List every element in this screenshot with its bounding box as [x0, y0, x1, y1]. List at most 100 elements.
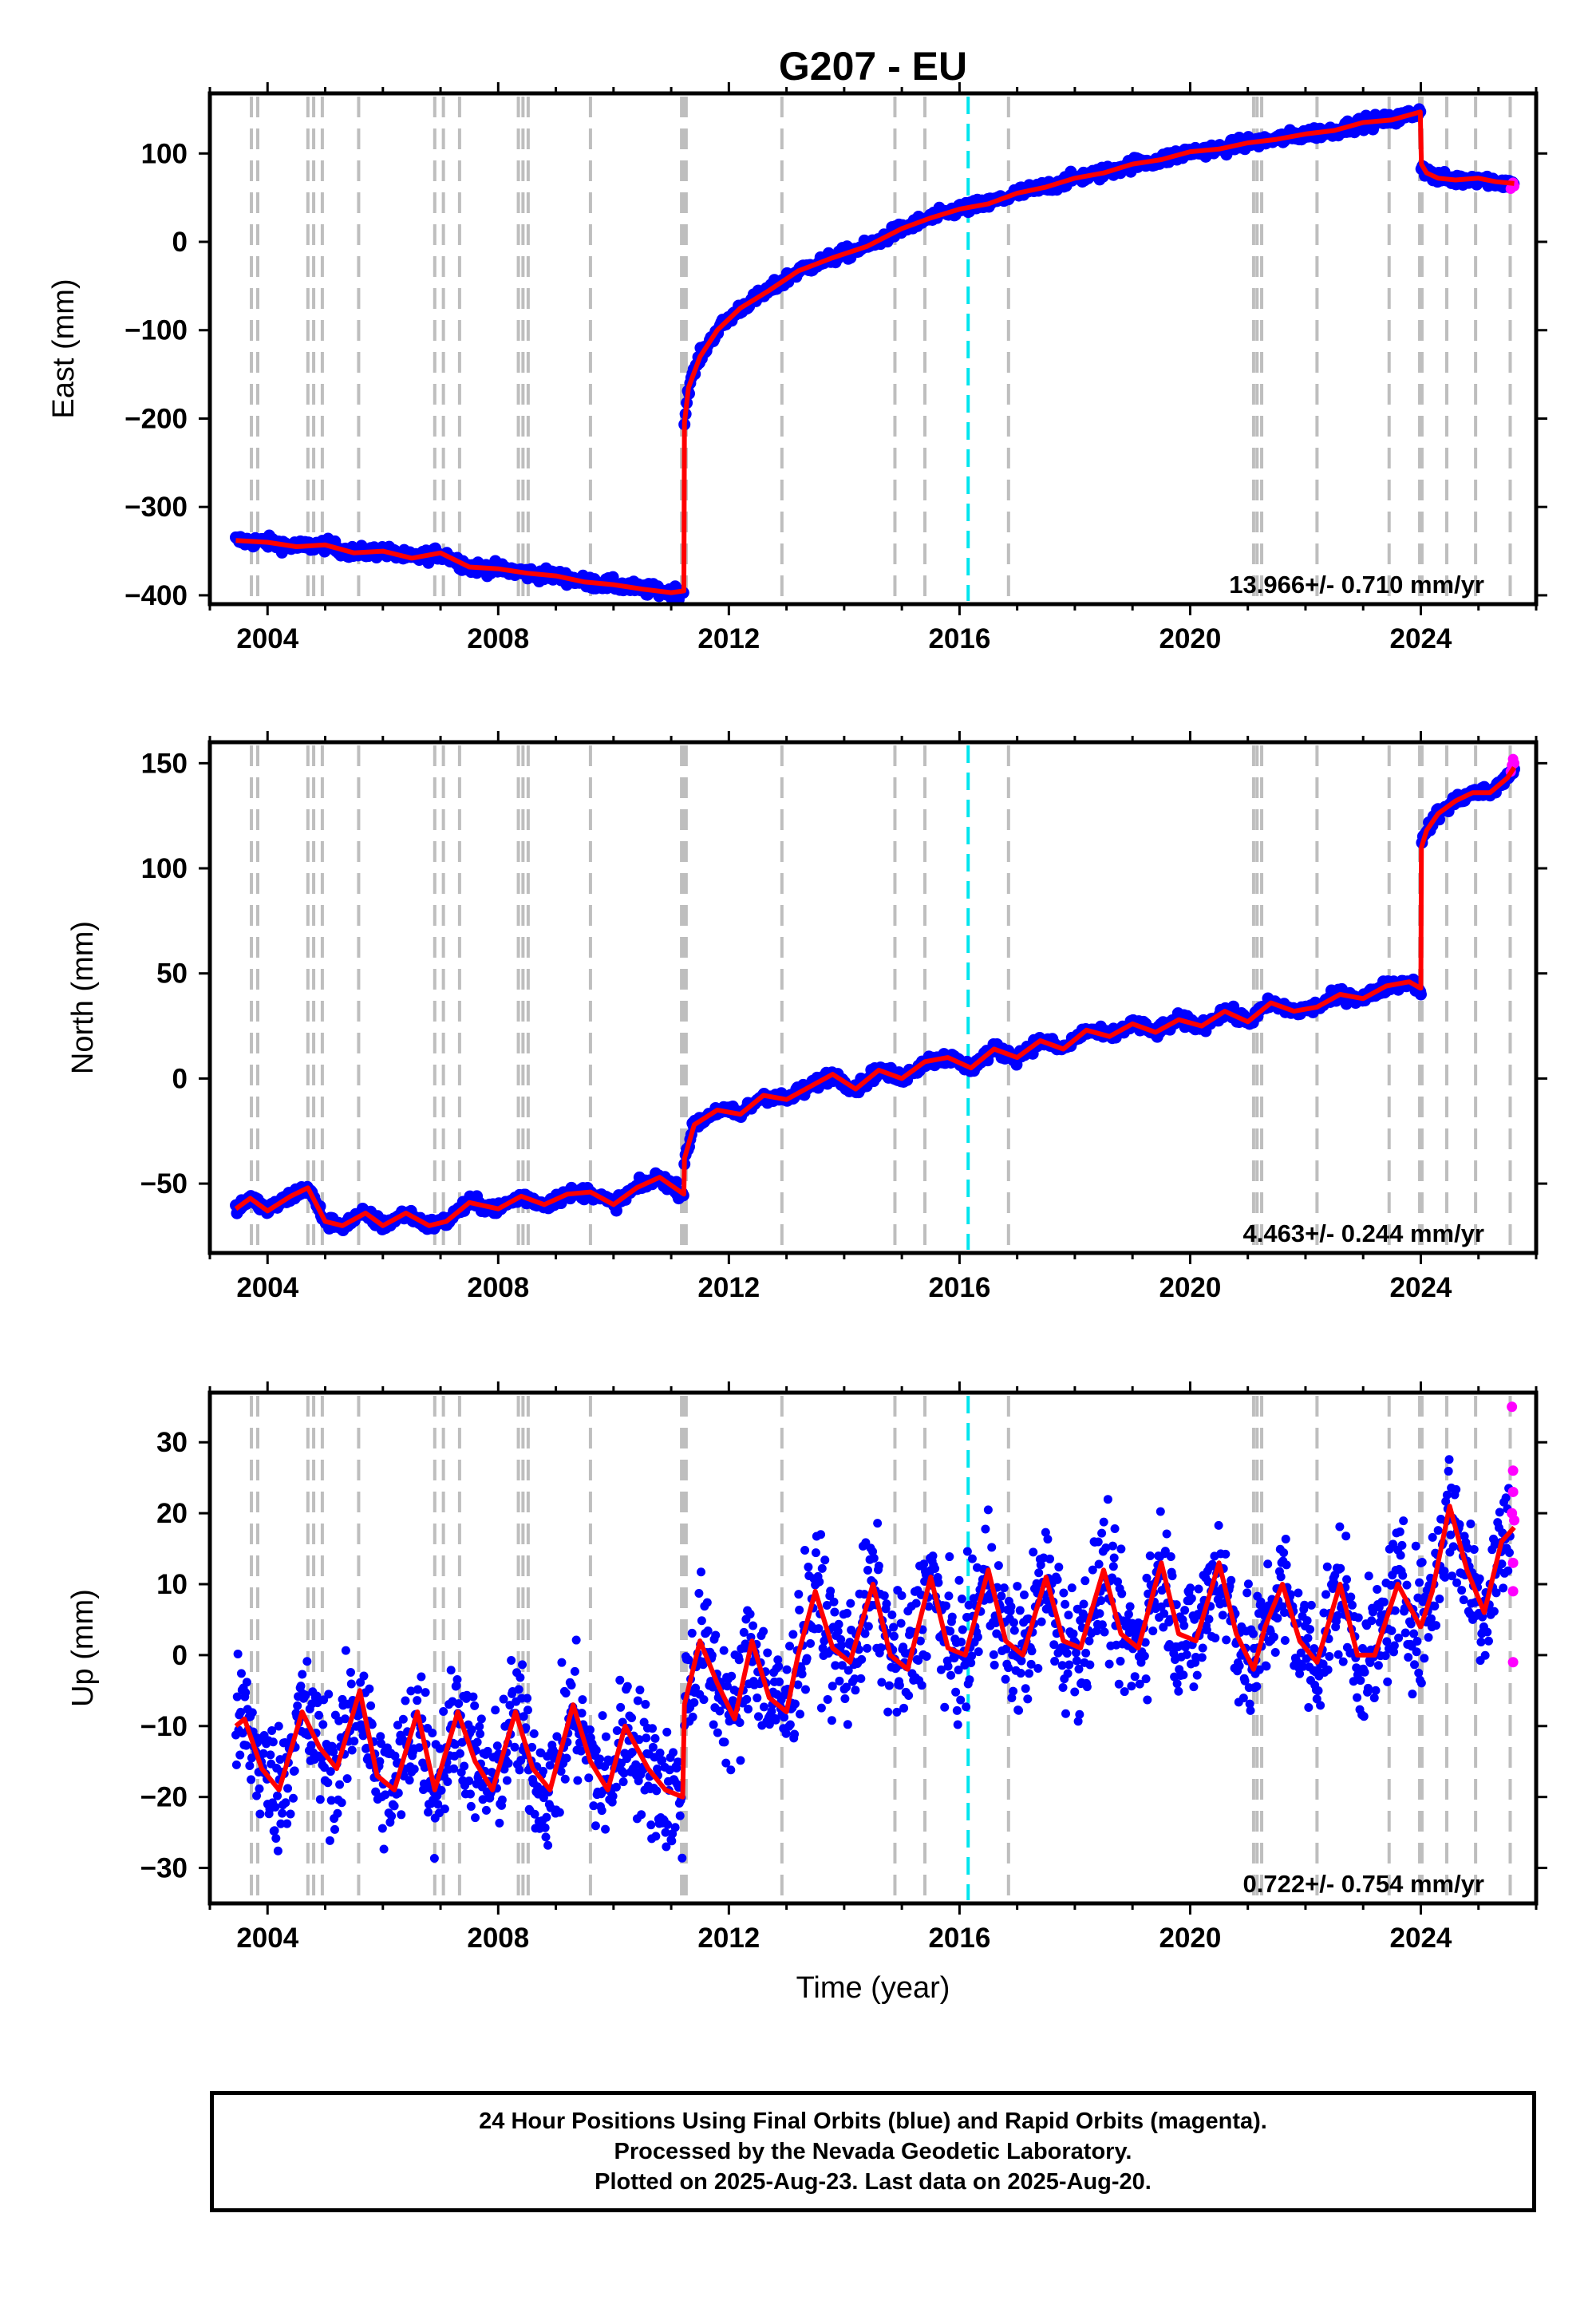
final-orbit-point — [764, 1720, 774, 1729]
final-orbit-point — [571, 1635, 581, 1645]
final-orbit-point — [1070, 1687, 1080, 1697]
y-axis-label: East (mm) — [47, 279, 81, 418]
final-orbit-point — [1338, 1657, 1348, 1666]
x-tick-label: 2004 — [236, 1923, 298, 1954]
final-orbit-point — [612, 1725, 622, 1735]
final-orbit-point — [945, 1552, 954, 1562]
final-orbit-point — [726, 1765, 736, 1775]
final-orbit-point — [1364, 1571, 1373, 1581]
final-orbit-point — [1025, 1669, 1034, 1678]
final-orbit-point — [694, 1589, 704, 1599]
final-orbit-point — [1335, 1522, 1345, 1531]
y-tick-label: −100 — [124, 315, 188, 346]
final-orbit-point — [1426, 1614, 1436, 1623]
final-orbit-point — [1245, 1699, 1254, 1709]
final-orbit-point — [794, 1590, 804, 1599]
final-orbit-point — [515, 1765, 524, 1775]
x-tick-label: 2004 — [236, 1272, 298, 1303]
final-orbit-point — [401, 1696, 410, 1705]
final-orbit-point — [1094, 1559, 1104, 1569]
x-tick-label: 2024 — [1390, 623, 1452, 654]
footer-line-2: Processed by the Nevada Geodetic Laborat… — [614, 2139, 1132, 2164]
final-orbit-points — [230, 103, 1520, 604]
final-orbit-point — [1504, 1548, 1514, 1558]
final-orbit-point — [944, 1591, 954, 1601]
final-orbit-point — [562, 1753, 571, 1763]
x-tick-label: 2024 — [1390, 1923, 1452, 1954]
final-orbit-point — [1095, 1609, 1104, 1618]
final-orbit-point — [1306, 1600, 1316, 1610]
final-orbit-point — [1135, 1679, 1144, 1689]
final-orbit-point — [1167, 1571, 1177, 1581]
final-orbit-point — [274, 1721, 283, 1731]
plot-frame — [207, 740, 1539, 1255]
final-orbit-point — [507, 1655, 516, 1665]
final-orbit-point — [314, 1710, 324, 1720]
plot-area — [231, 1401, 1520, 1863]
final-orbit-point — [1402, 1580, 1412, 1590]
final-orbit-point — [1447, 1571, 1456, 1581]
final-orbit-point — [1252, 1682, 1262, 1691]
final-orbit-point — [795, 1605, 804, 1614]
final-orbit-point — [1501, 1493, 1511, 1503]
final-orbit-point — [1428, 1532, 1437, 1542]
final-orbit-point — [675, 1811, 685, 1820]
plot-area — [230, 753, 1521, 1237]
final-orbit-point — [398, 1714, 408, 1724]
final-orbit-point — [1053, 1575, 1062, 1584]
final-orbit-point — [1483, 1636, 1493, 1646]
final-orbit-point — [842, 1608, 851, 1618]
panel-up: 2004 2008 2012 2016 2020 2024 −30 −20 −10 0 10 20 30… — [66, 1381, 1547, 2005]
final-orbit-point — [947, 1612, 957, 1622]
final-orbit-point — [1281, 1534, 1290, 1543]
final-orbit-point — [1160, 1547, 1170, 1556]
final-orbit-point — [1444, 1455, 1454, 1464]
final-orbit-point — [822, 1601, 832, 1611]
final-orbit-point — [952, 1705, 962, 1715]
final-orbit-point — [271, 1834, 281, 1844]
final-orbit-point — [235, 1750, 245, 1760]
final-orbit-point — [889, 1622, 899, 1632]
final-orbit-point — [1001, 1644, 1011, 1654]
final-orbit-point — [1353, 1613, 1363, 1622]
final-orbit-point — [326, 1767, 335, 1777]
final-orbit-point — [1097, 1620, 1107, 1630]
final-orbit-point — [1156, 1507, 1165, 1516]
final-orbit-point — [1103, 1495, 1112, 1504]
final-orbit-point — [1400, 1628, 1410, 1638]
final-orbit-point — [504, 1758, 513, 1768]
final-orbit-point — [843, 1666, 853, 1675]
final-orbit-point — [1148, 1626, 1158, 1636]
final-orbit-point — [1273, 1614, 1282, 1623]
final-orbit-point — [1218, 1611, 1227, 1620]
final-orbit-point — [953, 1720, 962, 1729]
final-orbit-point — [247, 1775, 256, 1784]
y-tick-label: −200 — [124, 403, 188, 434]
final-orbit-point — [1072, 1648, 1081, 1658]
final-orbit-point — [457, 1737, 467, 1747]
final-orbit-point — [899, 1703, 909, 1713]
final-orbit-point — [806, 1638, 816, 1648]
final-orbit-point — [1444, 1466, 1453, 1476]
final-orbit-point — [242, 1741, 251, 1750]
final-orbit-point — [1067, 1583, 1077, 1593]
final-orbit-point — [1440, 1572, 1450, 1582]
final-orbit-point — [820, 1555, 830, 1565]
final-orbit-point — [591, 1821, 600, 1831]
final-orbit-point — [655, 1748, 665, 1757]
final-orbit-point — [702, 1598, 712, 1607]
final-orbit-point — [543, 1840, 553, 1850]
final-orbit-point — [1394, 1633, 1404, 1642]
final-orbit-point — [557, 1658, 567, 1667]
final-orbit-point — [983, 1505, 993, 1515]
final-orbit-point — [804, 1563, 813, 1572]
final-orbit-point — [1014, 1705, 1024, 1715]
final-orbit-point — [567, 1680, 576, 1690]
final-orbit-point — [722, 1682, 732, 1691]
final-orbit-point — [1312, 1694, 1321, 1704]
final-orbit-point — [826, 1587, 836, 1596]
final-orbit-point — [437, 1785, 446, 1795]
final-orbit-point — [842, 1682, 851, 1692]
final-orbit-point — [773, 1655, 783, 1665]
final-orbit-point — [601, 1732, 610, 1741]
